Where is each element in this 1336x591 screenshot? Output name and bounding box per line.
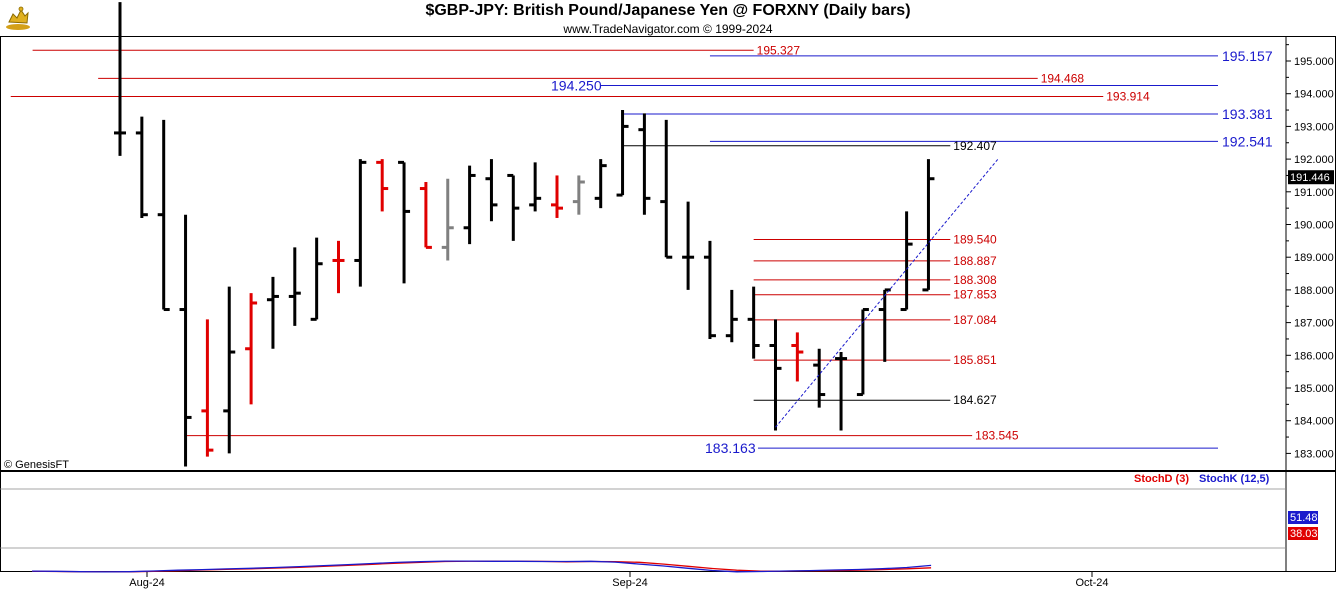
level-label: 193.381: [1222, 106, 1273, 122]
ohlc-bar: [529, 162, 542, 212]
stochd-last-box: [1288, 527, 1318, 540]
last-price-label: 191.446: [1290, 172, 1330, 184]
ohlc-bars: [114, 2, 935, 467]
ohlc-bar: [856, 308, 869, 397]
ohlc-bar: [747, 286, 760, 359]
panel-frames: [0, 36, 1336, 572]
ohlc-bar: [223, 286, 236, 454]
stochd-legend: StochD (3): [1134, 473, 1189, 485]
stochk-last-box: [1288, 511, 1318, 524]
ohlc-bar: [682, 201, 695, 290]
ohlc-bar: [157, 119, 170, 312]
price-tick-label: 187.000: [1294, 318, 1334, 330]
level-label: 192.407: [953, 139, 997, 153]
level-label: 195.157: [1222, 48, 1273, 64]
price-tick-label: 186.000: [1294, 350, 1334, 362]
ohlc-bar: [638, 113, 651, 215]
ohlc-bar: [266, 276, 279, 349]
price-tick-label: 185.000: [1294, 383, 1334, 395]
ohlc-bar: [507, 173, 520, 241]
level-label: 195.327: [757, 43, 801, 57]
level-label: 188.308: [953, 273, 997, 287]
price-tick-label: 188.000: [1294, 285, 1334, 297]
ohlc-bar: [332, 240, 345, 294]
ohlc-bar: [201, 319, 214, 457]
stochd-last-label: 38.03: [1290, 528, 1318, 540]
price-tick-label: 183.000: [1294, 448, 1334, 460]
price-tick-label: 184.000: [1294, 416, 1334, 428]
ohlc-bar: [572, 175, 585, 215]
stochk-last-label: 51.48: [1290, 512, 1318, 524]
price-tick-label: 189.000: [1294, 252, 1334, 264]
level-label: 184.627: [953, 393, 997, 407]
ohlc-bar: [551, 175, 563, 218]
level-label: 183.163: [705, 440, 756, 456]
ohlc-bar: [288, 247, 301, 326]
chart-subtitle: www.TradeNavigator.com © 1999-2024: [563, 22, 773, 36]
ohlc-bar: [310, 237, 323, 321]
last-price-box: [1288, 170, 1334, 185]
level-label: 188.887: [953, 254, 997, 268]
stoch-panel-border: [0, 471, 1336, 572]
ohlc-bar: [354, 159, 367, 287]
price-levels: 195.327 195.157 194.468 194.250 193.914 193.3…: [10, 43, 1273, 456]
stochk-line: [31, 560, 932, 573]
price-tick-label: 195.000: [1294, 56, 1334, 68]
ohlc-bar: [485, 159, 498, 222]
ohlc-bar: [791, 332, 804, 382]
level-label: 189.540: [953, 233, 997, 247]
price-tick-label: 192.000: [1294, 154, 1334, 166]
price-axis: 195.000 194.000 193.000 192.000 191.000 190.0…: [1286, 44, 1334, 460]
date-axis: Aug-24 Sep-24 Oct-24: [129, 572, 1109, 589]
level-label: 194.250: [551, 78, 602, 94]
ohlc-bar: [878, 288, 891, 362]
stochastic-panel: StochD (3) StochK (12,5) 51.48 38.03: [31, 473, 1318, 573]
level-label: 185.851: [953, 353, 997, 367]
ohlc-bar: [441, 178, 454, 261]
ohlc-bar: [463, 165, 476, 245]
level-label: 192.541: [1222, 133, 1273, 149]
ohlc-bar: [376, 159, 389, 212]
ohlc-bar: [769, 319, 782, 431]
ohlc-bar: [660, 119, 673, 259]
level-label: 194.468: [1041, 71, 1085, 85]
chart-title: $GBP-JPY: British Pound/Japanese Yen @ F…: [425, 2, 911, 19]
ohlc-bar: [114, 2, 126, 156]
ohlc-bar: [398, 160, 411, 284]
ohlc-bar: [835, 352, 848, 431]
ohlc-bar: [245, 293, 258, 405]
ohlc-bar: [922, 159, 935, 292]
watermark: © GenesisFT: [4, 459, 69, 471]
level-label: 183.545: [975, 429, 1019, 443]
ohlc-bar: [900, 211, 913, 312]
price-tick-label: 191.000: [1294, 187, 1334, 199]
price-tick-label: 190.000: [1294, 220, 1334, 232]
level-label: 193.914: [1106, 90, 1150, 104]
price-tick-label: 193.000: [1294, 121, 1334, 133]
ohlc-bar: [703, 240, 716, 339]
date-tick-label: Sep-24: [612, 577, 647, 589]
gold-bull-logo: [6, 6, 30, 30]
level-label: 187.853: [953, 288, 997, 302]
level-label: 187.084: [953, 313, 997, 327]
ohlc-bar: [813, 348, 826, 408]
ohlc-bar: [135, 116, 148, 218]
date-tick-label: Oct-24: [1075, 577, 1108, 589]
price-tick-label: 194.000: [1294, 89, 1334, 101]
ohlc-bar: [594, 159, 607, 209]
ohlc-bar: [179, 214, 192, 467]
trendline: [775, 158, 999, 428]
ohlc-bar: [725, 289, 738, 343]
stochk-legend: StochK (12,5): [1199, 473, 1270, 485]
ohlc-bar: [419, 181, 432, 249]
date-tick-label: Aug-24: [129, 577, 164, 589]
scroll-area: [1319, 88, 1330, 459]
dashed-trendline: [775, 158, 999, 428]
ohlc-bar: [616, 110, 629, 197]
